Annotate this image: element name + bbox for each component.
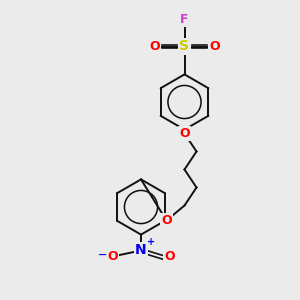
Text: O: O <box>149 40 160 53</box>
Text: O: O <box>209 40 220 53</box>
Text: O: O <box>164 250 175 263</box>
Text: O: O <box>161 214 172 227</box>
Text: O: O <box>179 127 190 140</box>
Text: S: S <box>179 40 190 53</box>
Text: O: O <box>107 250 118 263</box>
Text: F: F <box>180 13 189 26</box>
Text: N: N <box>135 244 147 257</box>
Text: +: + <box>146 237 155 247</box>
Text: −: − <box>98 250 108 260</box>
